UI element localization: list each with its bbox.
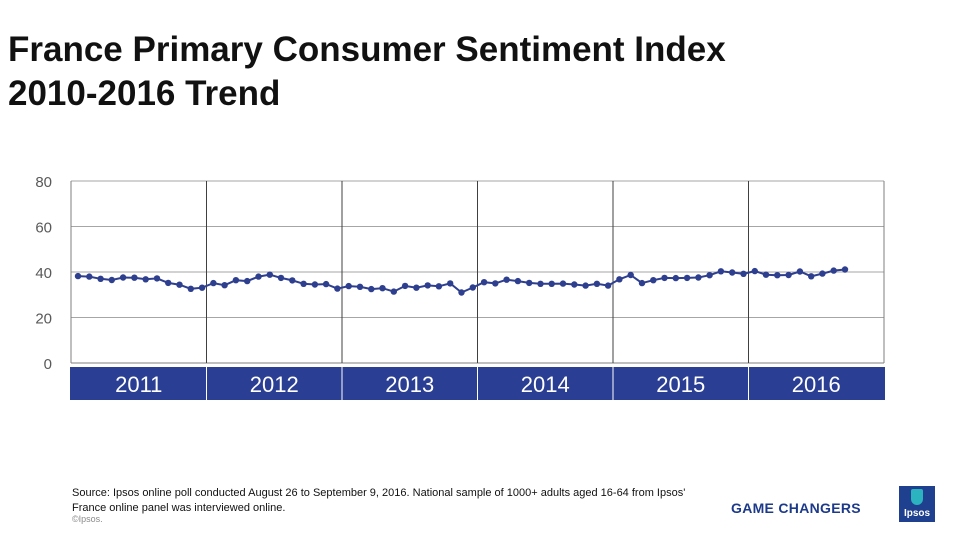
data-point <box>672 274 679 282</box>
data-point <box>492 280 499 287</box>
year-label-2015: 2015 <box>656 372 705 397</box>
data-point <box>548 280 555 287</box>
ipsos-logo-mark-icon <box>911 489 923 505</box>
data-point <box>232 277 240 284</box>
data-point <box>424 282 431 289</box>
data-point <box>390 288 397 295</box>
data-point <box>582 282 589 289</box>
data-point <box>808 273 815 280</box>
data-point <box>559 280 567 287</box>
y-tick-label: 0 <box>44 356 52 373</box>
copyright-text: ©Ipsos. <box>72 514 103 524</box>
title-line-1: France Primary Consumer Sentiment Index <box>8 30 726 69</box>
data-point <box>108 276 116 284</box>
data-point <box>289 277 296 284</box>
data-point <box>469 284 476 291</box>
data-point <box>266 271 273 278</box>
year-label-2013: 2013 <box>385 372 434 397</box>
data-point <box>650 277 657 284</box>
data-point <box>311 281 319 288</box>
year-label-2016: 2016 <box>792 372 841 397</box>
data-point <box>616 276 623 283</box>
ipsos-logo: Ipsos <box>899 486 935 522</box>
data-point <box>514 277 522 285</box>
data-point <box>165 279 172 287</box>
y-tick-label: 80 <box>35 174 52 191</box>
data-point <box>729 269 736 276</box>
data-point <box>683 274 691 282</box>
y-axis: 0 20 40 60 80 <box>35 174 52 373</box>
data-point <box>255 273 262 280</box>
data-point <box>413 284 420 291</box>
year-label-2011: 2011 <box>115 372 162 397</box>
ipsos-logo-text: Ipsos <box>903 508 931 519</box>
data-point <box>571 281 578 288</box>
data-point <box>830 267 837 274</box>
data-point <box>300 280 307 287</box>
data-point <box>706 272 713 279</box>
data-point <box>593 280 601 287</box>
data-point <box>97 275 104 282</box>
game-changers-tagline: GAME CHANGERS <box>731 500 861 516</box>
data-point <box>841 266 849 273</box>
data-point <box>503 276 510 283</box>
data-point <box>717 268 725 275</box>
data-point <box>379 285 386 292</box>
data-point <box>751 267 758 275</box>
title-line-2: 2010-2016 Trend <box>8 74 281 113</box>
data-point <box>334 285 341 292</box>
data-point <box>119 274 127 281</box>
y-tick-label: 20 <box>35 311 52 328</box>
page-title: France Primary Consumer Sentiment Index … <box>8 28 726 116</box>
data-point <box>401 282 409 290</box>
data-point <box>86 273 93 280</box>
data-point <box>526 279 533 287</box>
data-point <box>480 279 488 286</box>
data-point <box>458 289 465 296</box>
y-tick-label: 40 <box>35 265 52 282</box>
data-point <box>796 268 804 275</box>
data-point <box>447 280 454 287</box>
data-point <box>762 271 770 278</box>
year-label-2014: 2014 <box>521 372 570 397</box>
data-point <box>187 285 194 292</box>
data-point <box>210 279 217 287</box>
data-point <box>638 279 646 287</box>
year-label-2012: 2012 <box>250 372 299 397</box>
data-point <box>604 282 612 289</box>
data-point <box>142 276 149 283</box>
data-point <box>244 277 251 285</box>
data-point <box>627 271 634 279</box>
data-point <box>74 272 82 280</box>
data-point <box>695 274 702 281</box>
data-point <box>819 270 826 277</box>
data-point <box>661 274 668 282</box>
data-point <box>198 284 206 291</box>
data-point <box>435 283 443 290</box>
source-note: Source: Ipsos online poll conducted Augu… <box>72 487 686 514</box>
data-point <box>176 281 183 288</box>
year-band: 2011 2012 2013 2014 2015 2016 <box>70 367 885 400</box>
data-point <box>774 272 781 279</box>
series-markers <box>74 266 849 296</box>
data-point <box>785 271 792 279</box>
data-point <box>537 280 544 287</box>
data-point <box>153 275 161 282</box>
data-point <box>740 270 747 277</box>
y-tick-label: 60 <box>35 220 52 237</box>
data-point <box>322 280 330 288</box>
data-point <box>356 283 364 290</box>
data-point <box>368 285 375 293</box>
data-point <box>221 282 228 289</box>
data-point <box>131 274 138 281</box>
data-point <box>345 282 352 290</box>
chart-gridlines <box>70 180 885 364</box>
data-point <box>277 274 285 282</box>
